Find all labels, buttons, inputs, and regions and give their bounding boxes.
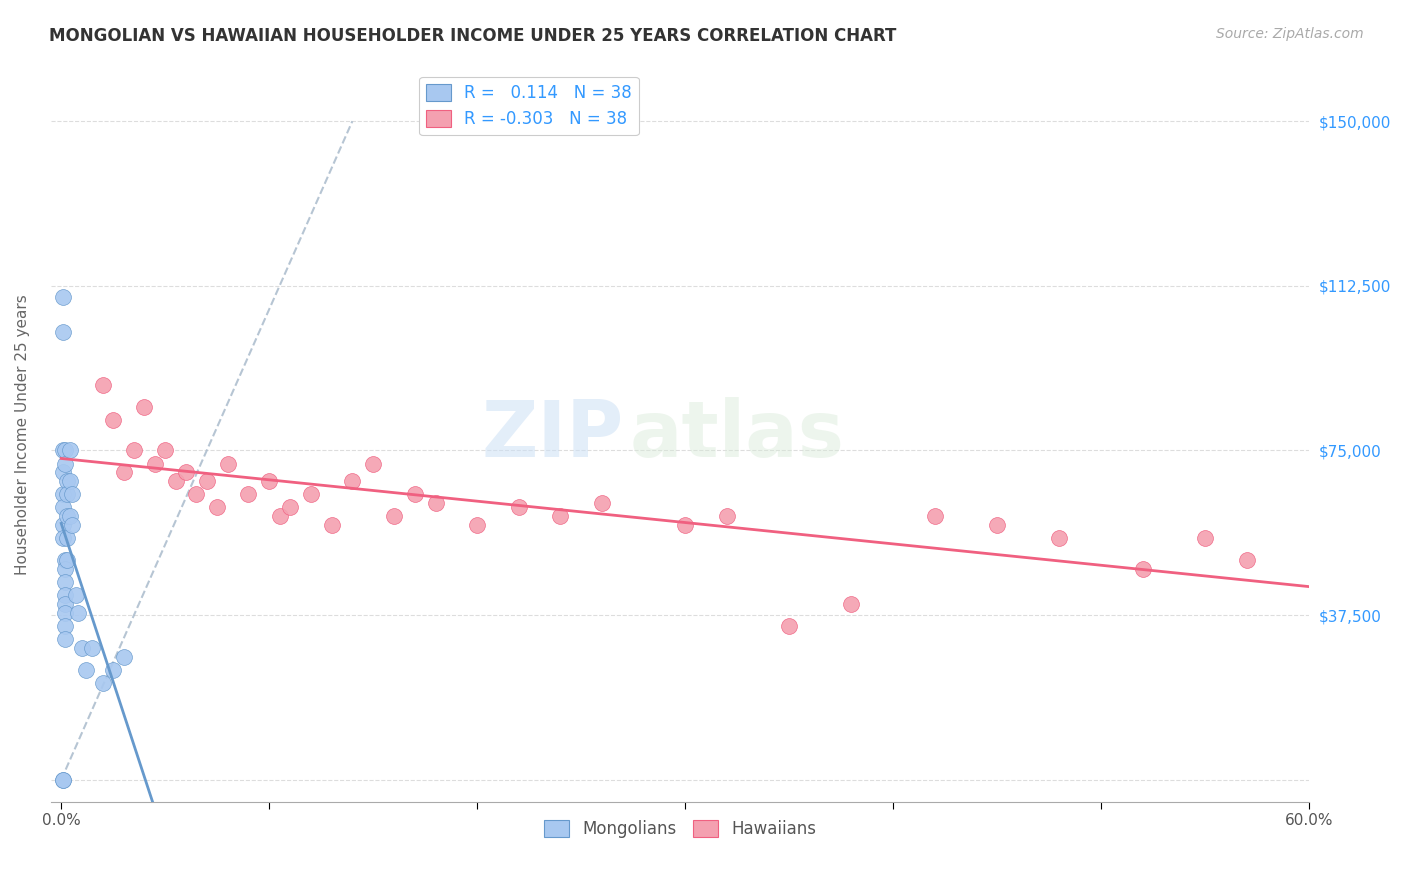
Y-axis label: Householder Income Under 25 years: Householder Income Under 25 years [15,294,30,575]
Point [52,772,75,787]
Point [841,597,863,611]
Point [1194,531,1216,545]
Point [55,597,77,611]
Point [153,443,176,458]
Point [70,640,93,655]
Point [205,500,228,515]
Point [269,509,291,524]
Point [382,509,405,524]
Point [165,474,187,488]
Point [55,588,77,602]
Point [591,496,613,510]
Point [299,487,322,501]
Text: Source: ZipAtlas.com: Source: ZipAtlas.com [1216,27,1364,41]
Point [75,663,97,677]
Point [986,518,1008,533]
Point [82,640,104,655]
Point [60,518,83,533]
Point [238,487,260,501]
Point [56,509,79,524]
Point [56,531,79,545]
Point [55,575,77,590]
Point [55,457,77,471]
Point [673,518,696,533]
Point [425,496,447,510]
Point [134,400,156,414]
Point [122,443,145,458]
Point [278,500,301,515]
Point [1047,531,1070,545]
Point [55,562,77,576]
Point [52,518,75,533]
Point [52,772,75,787]
Point [195,474,218,488]
Point [1132,562,1154,576]
Point [465,518,488,533]
Point [508,500,530,515]
Point [924,509,946,524]
Point [58,443,80,458]
Point [404,487,426,501]
Point [778,619,800,633]
Point [55,619,77,633]
Point [91,676,114,690]
Point [52,325,75,339]
Point [716,509,738,524]
Point [91,377,114,392]
Point [143,457,166,471]
Point [52,500,75,515]
Point [550,509,572,524]
Point [55,443,77,458]
Point [66,606,89,620]
Point [321,518,343,533]
Point [52,290,75,304]
Point [56,474,79,488]
Point [1236,553,1258,567]
Text: MONGOLIAN VS HAWAIIAN HOUSEHOLDER INCOME UNDER 25 YEARS CORRELATION CHART: MONGOLIAN VS HAWAIIAN HOUSEHOLDER INCOME… [49,27,897,45]
Point [56,487,79,501]
Legend: Mongolians, Hawaiians: Mongolians, Hawaiians [537,813,823,845]
Point [112,466,135,480]
Text: atlas: atlas [630,397,845,473]
Point [58,474,80,488]
Point [174,466,197,480]
Point [112,649,135,664]
Point [55,632,77,647]
Point [65,588,87,602]
Point [52,531,75,545]
Point [186,487,208,501]
Point [103,663,125,677]
Point [60,487,83,501]
Point [58,509,80,524]
Point [55,553,77,567]
Point [55,606,77,620]
Point [342,474,364,488]
Point [103,412,125,426]
Point [257,474,280,488]
Text: ZIP: ZIP [481,397,623,473]
Point [52,487,75,501]
Point [361,457,384,471]
Point [52,466,75,480]
Point [217,457,239,471]
Point [52,443,75,458]
Point [56,553,79,567]
